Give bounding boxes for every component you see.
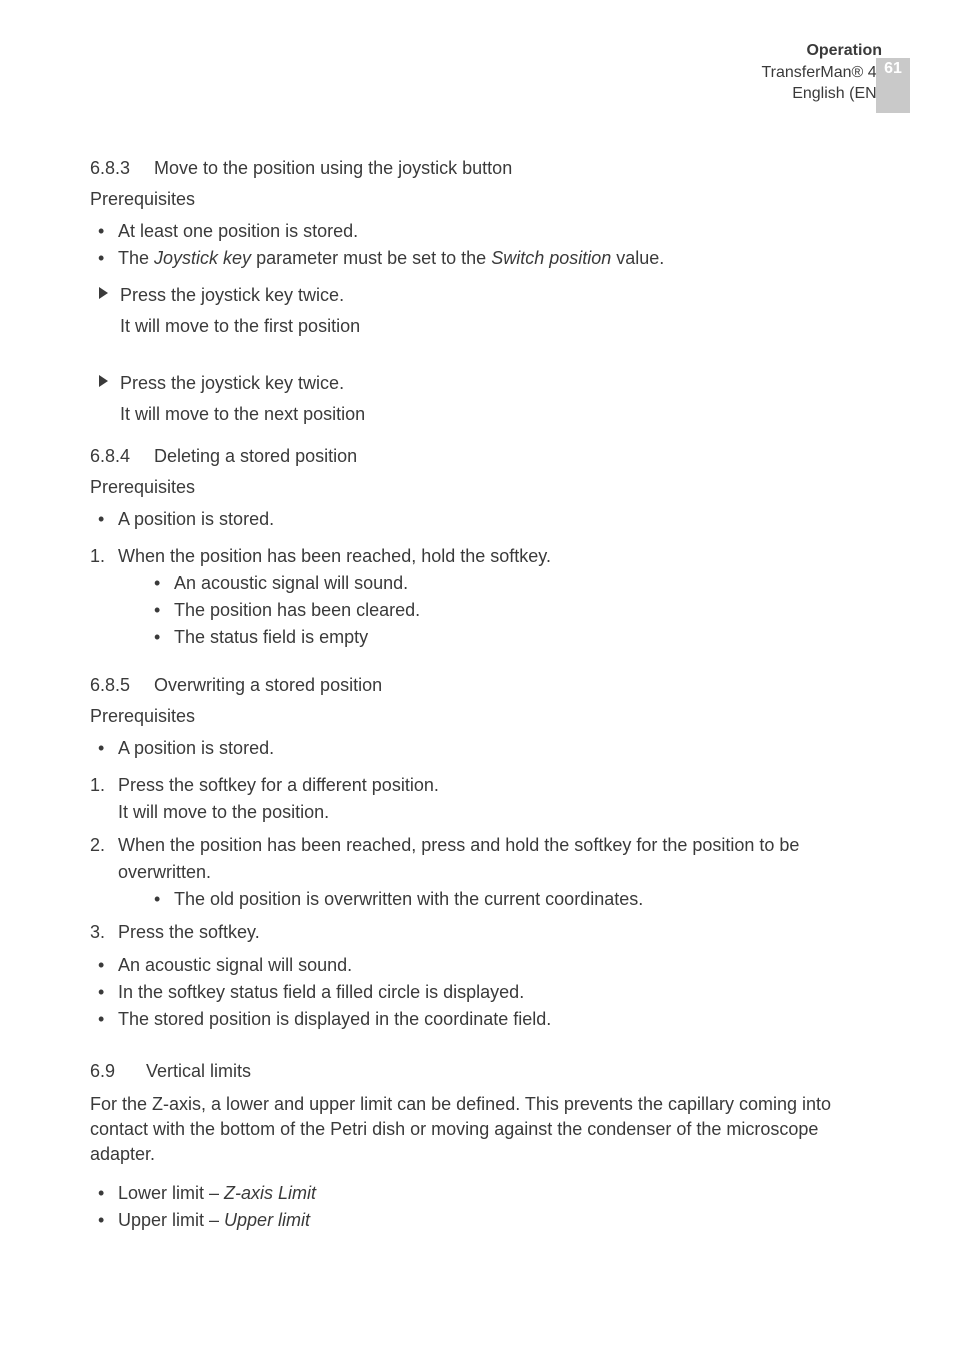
action-result: It will move to the first position	[90, 313, 864, 340]
step-item: Press the softkey for a different positi…	[90, 772, 864, 826]
step-sublist: The old position is overwritten with the…	[146, 886, 864, 913]
prereq-list-685: A position is stored.	[90, 735, 864, 762]
heading-685: 6.8.5Overwriting a stored position	[90, 675, 864, 696]
heading-number: 6.9	[90, 1061, 146, 1082]
limits-list: Lower limit – Z-axis Limit Upper limit –…	[90, 1180, 864, 1234]
action-item: Press the joystick key twice.	[90, 370, 864, 397]
header-product: TransferMan® 4r	[761, 62, 882, 84]
action-result: It will move to the next position	[90, 401, 864, 428]
list-item: The status field is empty	[146, 624, 864, 651]
page-number: 61	[884, 60, 902, 78]
list-item: An acoustic signal will sound.	[146, 570, 864, 597]
action-item: Press the joystick key twice.	[90, 282, 864, 309]
heading-title: Move to the position using the joystick …	[154, 158, 512, 178]
heading-number: 6.8.3	[90, 158, 154, 179]
prerequisites-label: Prerequisites	[90, 189, 864, 210]
heading-title: Deleting a stored position	[154, 446, 357, 466]
heading-number: 6.8.5	[90, 675, 154, 696]
list-item: The stored position is displayed in the …	[90, 1006, 864, 1033]
page-header: Operation TransferMan® 4r English (EN)	[761, 40, 882, 105]
page-content: 6.8.3Move to the position using the joys…	[90, 158, 864, 1234]
post-list-685: An acoustic signal will sound. In the so…	[90, 952, 864, 1033]
triangle-icon	[99, 375, 108, 387]
list-item: Upper limit – Upper limit	[90, 1207, 864, 1234]
section-paragraph: For the Z-axis, a lower and upper limit …	[90, 1092, 864, 1168]
step-item: When the position has been reached, pres…	[90, 832, 864, 913]
prereq-list-684: A position is stored.	[90, 506, 864, 533]
list-item: At least one position is stored.	[90, 218, 864, 245]
steps-685: Press the softkey for a different positi…	[90, 772, 864, 946]
step-sublist: An acoustic signal will sound. The posit…	[146, 570, 864, 651]
heading-title: Overwriting a stored position	[154, 675, 382, 695]
list-item: An acoustic signal will sound.	[90, 952, 864, 979]
heading-69: 6.9Vertical limits	[90, 1061, 864, 1082]
list-item: The Joystick key parameter must be set t…	[90, 245, 864, 272]
step-item: When the position has been reached, hold…	[90, 543, 864, 651]
step-item: Press the softkey.	[90, 919, 864, 946]
steps-684: When the position has been reached, hold…	[90, 543, 864, 651]
header-language: English (EN)	[761, 83, 882, 105]
heading-684: 6.8.4Deleting a stored position	[90, 446, 864, 467]
triangle-icon	[99, 287, 108, 299]
list-item: A position is stored.	[90, 735, 864, 762]
list-item: Lower limit – Z-axis Limit	[90, 1180, 864, 1207]
list-item: The position has been cleared.	[146, 597, 864, 624]
heading-number: 6.8.4	[90, 446, 154, 467]
list-item: In the softkey status field a filled cir…	[90, 979, 864, 1006]
heading-683: 6.8.3Move to the position using the joys…	[90, 158, 864, 179]
prerequisites-label: Prerequisites	[90, 706, 864, 727]
page-number-tab: 61	[876, 58, 910, 113]
prereq-list-683: At least one position is stored. The Joy…	[90, 218, 864, 272]
heading-title: Vertical limits	[146, 1061, 251, 1081]
list-item: A position is stored.	[90, 506, 864, 533]
prerequisites-label: Prerequisites	[90, 477, 864, 498]
header-section-label: Operation	[761, 40, 882, 62]
list-item: The old position is overwritten with the…	[146, 886, 864, 913]
